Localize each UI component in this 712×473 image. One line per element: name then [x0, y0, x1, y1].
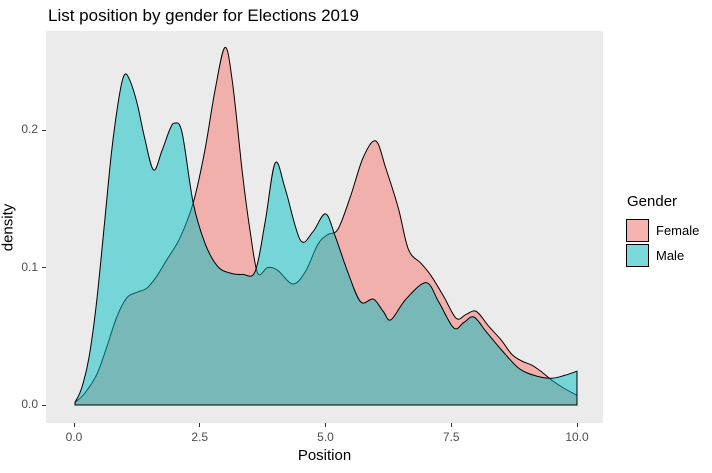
y-tick-label: 0.0: [21, 397, 38, 411]
x-tick-label: 2.5: [191, 430, 209, 444]
legend-entry-male: Male: [626, 244, 699, 267]
x-tick-label: 10.0: [565, 430, 589, 444]
y-tick-label: 0.1: [21, 259, 38, 274]
y-tick-label: 0.2: [21, 122, 38, 136]
legend-key-male: [626, 244, 649, 267]
legend-title: Gender: [627, 193, 678, 210]
x-tick-label: 7.5: [442, 430, 460, 444]
x-tick-label: 0.0: [65, 430, 83, 444]
legend-swatch: [627, 220, 648, 241]
x-tick-label: 5.0: [317, 430, 334, 444]
y-tick-mark: [42, 129, 46, 131]
legend: Gender Female Male: [626, 193, 699, 269]
legend-key-female: [626, 219, 649, 242]
x-tick-mark: [325, 423, 326, 427]
y-tick-mark: [42, 404, 46, 406]
legend-entry-female: Female: [626, 219, 699, 242]
x-tick-mark: [450, 423, 452, 427]
legend-label: Male: [656, 248, 685, 263]
y-tick-mark: [42, 267, 46, 268]
y-axis-title: density: [0, 203, 17, 252]
plot-title: List position by gender for Elections 20…: [48, 6, 359, 25]
x-tick-mark: [576, 423, 578, 427]
x-tick-mark: [199, 423, 201, 427]
x-tick-mark: [73, 423, 75, 427]
x-axis-title: Position: [297, 447, 352, 464]
plot-panel: [46, 31, 603, 423]
density-curves-canvas: [74, 46, 578, 406]
legend-entries: Female Male: [626, 219, 699, 267]
legend-label: Female: [656, 223, 700, 238]
legend-swatch: [627, 245, 648, 266]
male-density-area: [74, 73, 578, 406]
